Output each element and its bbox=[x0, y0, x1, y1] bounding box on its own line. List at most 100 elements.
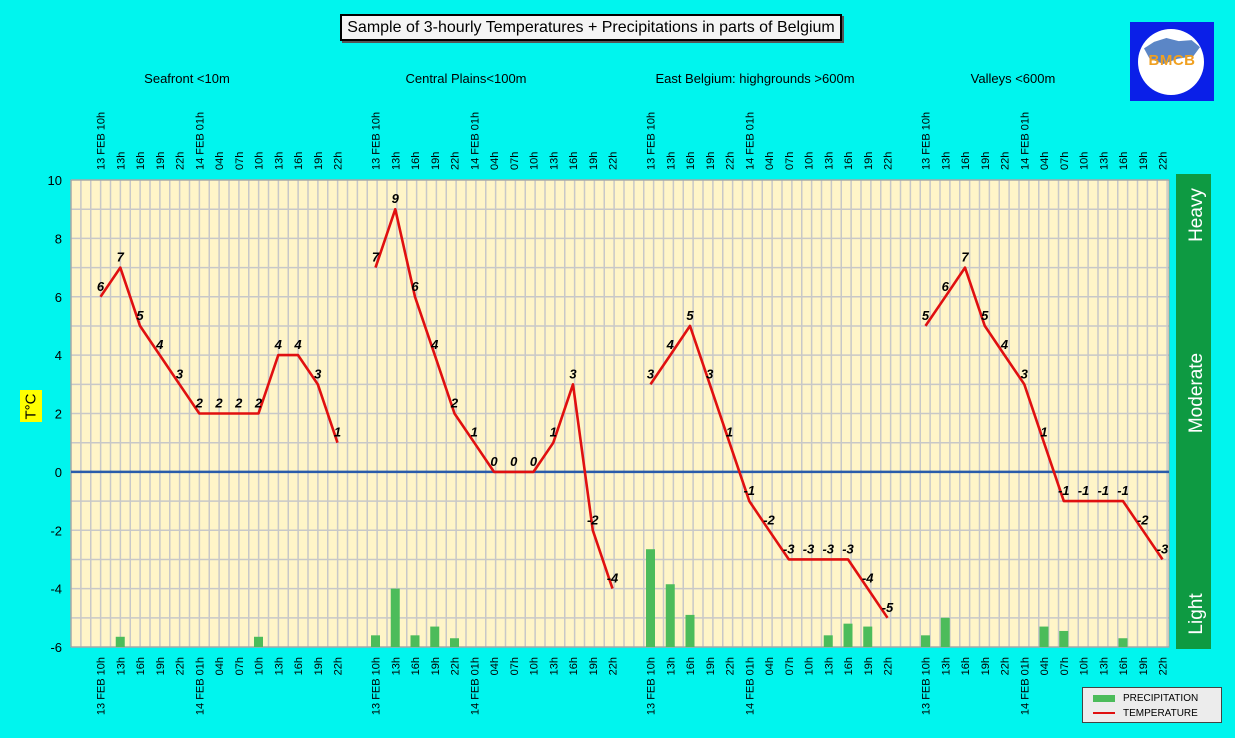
y-axis-label-text: T°C bbox=[22, 393, 40, 419]
temperature-data-label: 6 bbox=[97, 279, 105, 294]
x-tick-label-top: 19h bbox=[313, 152, 325, 170]
temperature-data-label: 7 bbox=[961, 250, 969, 265]
panel-header: East Belgium: highgrounds >600m bbox=[655, 71, 854, 86]
x-tick-label-bottom: 07h bbox=[234, 657, 246, 675]
x-tick-label-bottom: 13 FEB 10h bbox=[96, 657, 108, 715]
x-tick-label-top: 16h bbox=[1118, 152, 1130, 170]
plot-border bbox=[70, 179, 1170, 648]
temperature-data-label: -1 bbox=[1058, 483, 1070, 498]
x-tick-label-top: 14 FEB 01h bbox=[1019, 112, 1031, 170]
temperature-data-label: 9 bbox=[392, 191, 400, 206]
temperature-data-label: 7 bbox=[372, 250, 380, 265]
logo-text: BMCB bbox=[1148, 52, 1196, 69]
x-tick-label-top: 22h bbox=[1000, 152, 1012, 170]
x-tick-label-top: 10h bbox=[1079, 152, 1091, 170]
x-tick-label-bottom: 10h bbox=[804, 657, 816, 675]
x-tick-label-bottom: 19h bbox=[1138, 657, 1150, 675]
panel-header: Valleys <600m bbox=[971, 71, 1056, 86]
temperature-data-label: -3 bbox=[803, 541, 815, 556]
y-tick-label: 0 bbox=[55, 465, 62, 480]
temperature-data-label: 3 bbox=[706, 366, 714, 381]
x-tick-label-bottom: 16h bbox=[843, 657, 855, 675]
x-tick-label-top: 22h bbox=[608, 152, 620, 170]
x-tick-label-top: 22h bbox=[175, 152, 187, 170]
x-tick-label-bottom: 16h bbox=[135, 657, 147, 675]
temperature-data-label: -4 bbox=[862, 571, 874, 586]
precipitation-bar bbox=[410, 635, 420, 647]
temperature-data-label: 3 bbox=[176, 366, 184, 381]
x-tick-label-bottom: 10h bbox=[1079, 657, 1091, 675]
precipitation-bar bbox=[940, 617, 950, 647]
x-tick-label-top: 10h bbox=[529, 152, 541, 170]
x-tick-label-bottom: 13h bbox=[940, 657, 952, 675]
temperature-line bbox=[99, 266, 339, 444]
y-tick-label: 6 bbox=[55, 290, 62, 305]
temperature-data-label: -2 bbox=[763, 512, 775, 527]
x-tick-label-top: 14 FEB 01h bbox=[194, 112, 206, 170]
temperature-data-label: 2 bbox=[450, 396, 459, 411]
x-tick-label-top: 13 FEB 10h bbox=[646, 112, 658, 170]
x-tick-label-bottom: 14 FEB 01h bbox=[469, 657, 481, 715]
temperature-data-label: -3 bbox=[842, 541, 854, 556]
precipitation-bar bbox=[1039, 626, 1049, 647]
temperature-data-label: 4 bbox=[155, 337, 164, 352]
temperature-line bbox=[649, 324, 889, 619]
x-tick-label-top: 13h bbox=[823, 152, 835, 170]
temperature-data-label: 4 bbox=[274, 337, 283, 352]
x-tick-label-top: 14 FEB 01h bbox=[744, 112, 756, 170]
x-tick-label-bottom: 07h bbox=[1059, 657, 1071, 675]
precipitation-bar bbox=[115, 636, 125, 647]
temperature-line bbox=[924, 266, 1164, 561]
y-tick-label: -2 bbox=[50, 523, 62, 538]
x-tick-label-bottom: 22h bbox=[725, 657, 737, 675]
x-tick-label-top: 16h bbox=[960, 152, 972, 170]
temperature-data-label: 6 bbox=[942, 279, 950, 294]
x-tick-label-bottom: 14 FEB 01h bbox=[1019, 657, 1031, 715]
x-tick-label-top: 04h bbox=[489, 152, 501, 170]
temperature-data-label: -4 bbox=[607, 571, 619, 586]
temperature-data-label: -1 bbox=[1078, 483, 1090, 498]
x-tick-label-bottom: 07h bbox=[784, 657, 796, 675]
x-tick-label-bottom: 13 FEB 10h bbox=[921, 657, 933, 715]
x-tick-label-top: 10h bbox=[804, 152, 816, 170]
temperature-data-label: 5 bbox=[981, 308, 989, 323]
panel-header: Seafront <10m bbox=[144, 71, 230, 86]
x-tick-label-top: 04h bbox=[764, 152, 776, 170]
bmcb-logo: BMCB bbox=[1130, 22, 1214, 101]
x-tick-label-top: 19h bbox=[705, 152, 717, 170]
x-tick-label-top: 16h bbox=[843, 152, 855, 170]
temperature-data-label: 1 bbox=[550, 425, 557, 440]
precipitation-bar bbox=[254, 636, 263, 647]
x-tick-label-top: 13h bbox=[1098, 152, 1110, 170]
x-tick-label-top: 16h bbox=[293, 152, 305, 170]
temperature-data-label: 1 bbox=[1040, 425, 1047, 440]
panel-header: Central Plains<100m bbox=[405, 71, 526, 86]
y-tick-label: 8 bbox=[55, 231, 62, 246]
x-tick-label-bottom: 13h bbox=[823, 657, 835, 675]
x-tick-label-bottom: 13h bbox=[548, 657, 560, 675]
x-tick-label-top: 19h bbox=[155, 152, 167, 170]
x-tick-label-top: 14 FEB 01h bbox=[469, 112, 481, 170]
x-tick-label-bottom: 04h bbox=[489, 657, 501, 675]
x-tick-label-bottom: 22h bbox=[333, 657, 345, 675]
temperature-data-label: 0 bbox=[490, 454, 498, 469]
precipitation-bar bbox=[685, 614, 695, 647]
precipitation-bar bbox=[1059, 630, 1069, 647]
x-tick-label-top: 13h bbox=[940, 152, 952, 170]
x-tick-label-top: 13h bbox=[665, 152, 677, 170]
x-tick-label-top: 22h bbox=[883, 152, 895, 170]
x-tick-label-top: 07h bbox=[1059, 152, 1071, 170]
temperature-data-label: 2 bbox=[214, 396, 223, 411]
intensity-label: Heavy bbox=[1186, 188, 1207, 242]
temperature-data-label: 4 bbox=[293, 337, 302, 352]
x-tick-label-top: 07h bbox=[509, 152, 521, 170]
temperature-data-label: -2 bbox=[587, 512, 599, 527]
x-tick-label-top: 16h bbox=[410, 152, 422, 170]
x-tick-label-top: 13h bbox=[548, 152, 560, 170]
legend-item-temperature: TEMPERATURE bbox=[1093, 706, 1198, 720]
temperature-data-label: 4 bbox=[1000, 337, 1009, 352]
temperature-data-label: -5 bbox=[882, 600, 894, 615]
temperature-data-label: 2 bbox=[234, 396, 243, 411]
chart-title-text: Sample of 3-hourly Temperatures + Precip… bbox=[347, 18, 835, 36]
x-tick-label-top: 13 FEB 10h bbox=[96, 112, 108, 170]
